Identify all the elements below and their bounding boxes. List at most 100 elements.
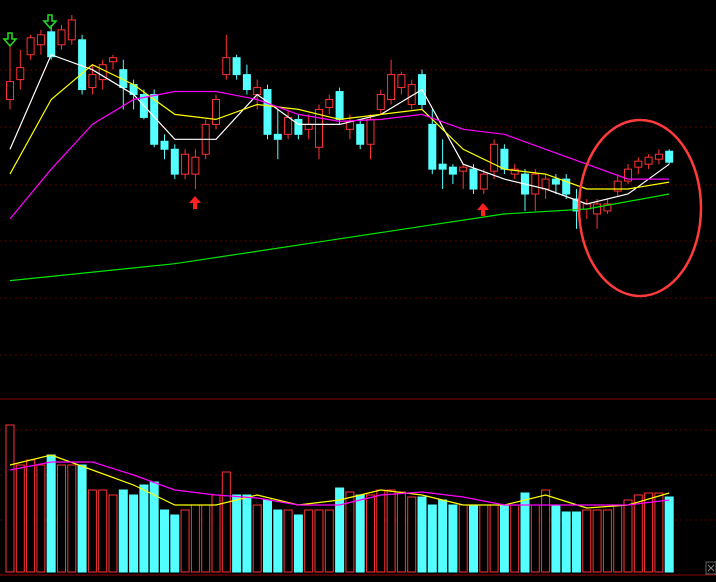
candle-body (510, 168, 519, 175)
close-button[interactable] (705, 561, 716, 575)
candle-body (26, 37, 35, 56)
candle-body (160, 140, 169, 150)
volume-bar (160, 509, 169, 573)
volume-bar (252, 504, 262, 573)
volume-bar (644, 492, 654, 573)
volume-bar (190, 504, 200, 573)
candle-body (263, 89, 272, 135)
sell-arrow (2, 32, 18, 48)
candle-body (531, 173, 540, 195)
candle-body (613, 180, 622, 192)
volume-bar (613, 504, 623, 573)
volume-bar (201, 504, 211, 573)
volume-bar (592, 509, 602, 573)
volume-bar (448, 504, 458, 573)
candle-body (242, 74, 251, 91)
volume-bar (654, 492, 664, 573)
candle-body (119, 69, 128, 89)
volume-bar (57, 464, 66, 573)
volume-bar (118, 489, 128, 573)
volume-bar (489, 504, 499, 573)
candle-body (191, 156, 200, 175)
candle-body (469, 168, 478, 190)
volume-bar (283, 509, 293, 573)
volume-bar (366, 494, 375, 573)
candle-body (232, 57, 241, 76)
volume-bar (530, 504, 540, 573)
moving-average-line (9, 53, 670, 205)
volume-bar (499, 504, 509, 573)
candle-body (222, 57, 231, 76)
volume-bar (324, 509, 334, 573)
candle-body (356, 123, 365, 145)
volume-bar (5, 424, 15, 573)
candle-body (47, 31, 56, 58)
sell-arrow (42, 14, 58, 30)
volume-bar (345, 491, 355, 573)
candle-body (273, 133, 282, 140)
candle-body (67, 19, 76, 41)
candle-body (36, 34, 45, 46)
volume-bar (232, 494, 242, 573)
volume-bar (242, 494, 252, 573)
candle-body (57, 29, 66, 46)
volume-bar (36, 464, 46, 573)
candle-body (98, 64, 107, 81)
volume-bar (633, 494, 643, 573)
candle-body (479, 173, 488, 190)
volume-bar (129, 494, 139, 573)
candle-body (325, 99, 334, 108)
volume-bar (314, 509, 324, 573)
volume-bar (293, 514, 303, 573)
signals (2, 14, 489, 216)
volume-bar (427, 504, 437, 573)
volume-bar (15, 464, 25, 573)
candle-body (603, 203, 612, 212)
candle-body (644, 156, 653, 165)
candle-body (366, 118, 375, 145)
candle-body (16, 67, 25, 81)
highlight-ellipse (577, 118, 703, 298)
candle-body (634, 160, 643, 168)
candle-body (593, 203, 602, 215)
volume-bar (355, 494, 365, 573)
volume-bar (376, 489, 386, 573)
candle-body (376, 94, 385, 110)
volume-bar (572, 511, 581, 573)
candle-body (624, 168, 632, 182)
volume-bar (67, 464, 77, 573)
buy-arrow (477, 203, 489, 216)
volume-bar (108, 494, 118, 573)
buy-arrow (189, 196, 201, 209)
volume-bar (170, 514, 180, 573)
candle-body (397, 74, 406, 89)
close-box[interactable] (705, 561, 716, 575)
candle-body (181, 153, 190, 175)
candle-body (387, 74, 396, 100)
candle-body (500, 148, 509, 170)
volume-bar (139, 484, 149, 573)
candle-body (654, 153, 663, 160)
candle-body (294, 118, 303, 135)
volume-bar (180, 509, 190, 573)
candle-body (335, 91, 344, 120)
candle-body (562, 178, 571, 195)
volume-bar (396, 491, 406, 573)
candle-body (212, 99, 220, 125)
volume-bar (211, 494, 221, 573)
candle-body (490, 143, 499, 172)
volume-bar (273, 509, 283, 573)
marks (5, 14, 674, 573)
candle-body (551, 178, 560, 185)
moving-average-line (9, 63, 670, 190)
candle-body (88, 74, 97, 89)
volume-bar (561, 511, 571, 573)
candle-body (459, 166, 468, 172)
volume-bar (304, 509, 314, 573)
close-icon[interactable] (707, 564, 715, 572)
candle-body (407, 84, 416, 105)
volume-bar (520, 492, 530, 573)
volume-bar (602, 509, 612, 573)
